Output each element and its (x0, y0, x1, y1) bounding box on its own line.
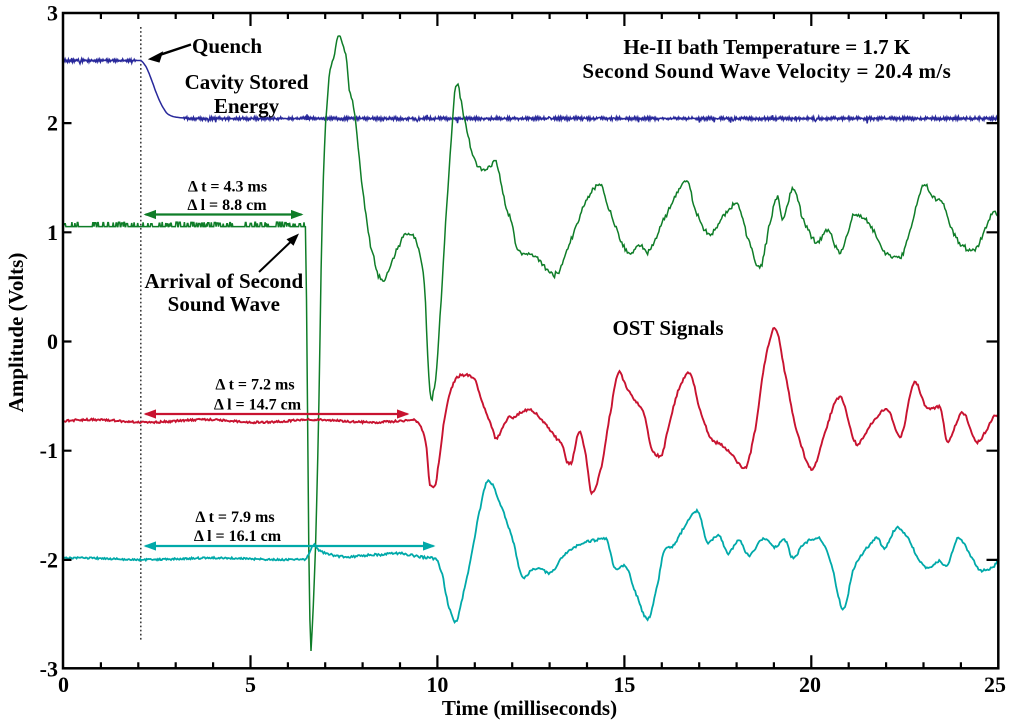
svg-text:-1: -1 (40, 438, 58, 463)
svg-text:0: 0 (47, 329, 58, 354)
svg-text:3: 3 (47, 1, 58, 26)
svg-text:10: 10 (426, 672, 448, 697)
svg-text:25: 25 (984, 672, 1006, 697)
svg-text:-3: -3 (40, 657, 58, 682)
svg-text:Δ l = 14.7 cm: Δ l = 14.7 cm (214, 397, 302, 414)
svg-text:1: 1 (47, 220, 58, 245)
svg-text:Δ t = 4.3 ms: Δ t = 4.3 ms (188, 179, 267, 196)
svg-text:Δ t = 7.9 ms: Δ t = 7.9 ms (195, 509, 274, 526)
svg-text:Arrival of Second: Arrival of Second (144, 269, 303, 293)
svg-text:Time (milliseconds): Time (milliseconds) (442, 696, 617, 720)
svg-text:He-II bath Temperature = 1.7 K: He-II bath Temperature = 1.7 K (623, 35, 911, 59)
svg-text:Quench: Quench (192, 34, 262, 58)
svg-text:OST Signals: OST Signals (612, 316, 723, 340)
svg-text:Δ l = 8.8 cm: Δ l = 8.8 cm (187, 197, 267, 214)
svg-text:15: 15 (613, 672, 635, 697)
svg-text:0: 0 (58, 672, 69, 697)
svg-text:2: 2 (47, 111, 58, 136)
svg-text:20: 20 (799, 672, 821, 697)
svg-text:Δ t = 7.2 ms: Δ t = 7.2 ms (215, 377, 294, 394)
svg-text:-2: -2 (40, 548, 58, 573)
svg-text:Cavity Stored: Cavity Stored (185, 70, 309, 94)
svg-text:Second Sound Wave Velocity = 2: Second Sound Wave Velocity = 20.4 m/s (582, 59, 951, 83)
svg-text:5: 5 (245, 672, 256, 697)
svg-text:Sound Wave: Sound Wave (168, 292, 280, 316)
svg-text:Amplitude (Volts): Amplitude (Volts) (4, 253, 28, 413)
svg-text:Δ l = 16.1 cm: Δ l = 16.1 cm (194, 528, 282, 545)
svg-text:Energy: Energy (214, 94, 280, 118)
